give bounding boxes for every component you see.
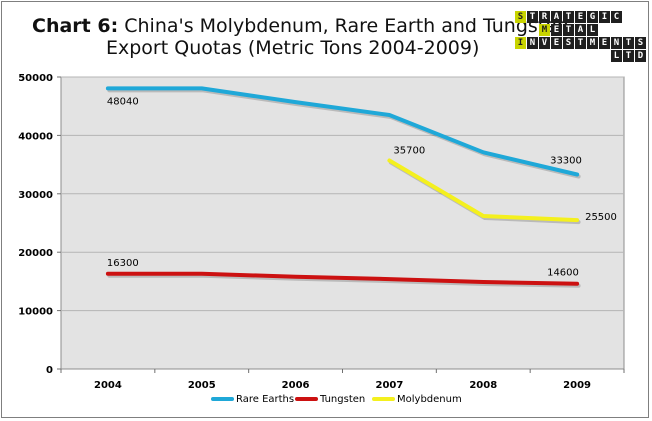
- logo-letter: T: [575, 37, 586, 49]
- logo-letter: R: [539, 11, 550, 23]
- logo-letter: T: [563, 24, 574, 36]
- plot-area: [60, 76, 625, 370]
- logo-letter: C: [611, 11, 622, 23]
- chart-title-line1: China's Molybdenum, Rare Earth and Tungs…: [118, 15, 569, 37]
- legend-label: Tungsten: [319, 394, 365, 405]
- y-tick-label: 30000: [18, 190, 53, 201]
- x-tick-label: 2005: [188, 380, 216, 391]
- chart-title: Chart 6: China's Molybdenum, Rare Earth …: [32, 15, 569, 59]
- x-tick-label: 2006: [282, 380, 310, 391]
- legend-label: Molybdenum: [397, 394, 462, 405]
- logo-letter: I: [599, 11, 610, 23]
- data-label: 14600: [547, 268, 579, 279]
- y-tick-label: 0: [46, 365, 53, 376]
- x-tick-label: 2004: [94, 380, 122, 391]
- logo-letter: D: [635, 50, 646, 62]
- data-label: 16300: [107, 258, 139, 269]
- series-line-tungsten: [105, 271, 580, 286]
- y-tick-label: 40000: [18, 131, 53, 142]
- logo-letter: G: [587, 11, 598, 23]
- legend-label: Rare Earths: [236, 394, 294, 405]
- logo-letter: S: [563, 37, 574, 49]
- logo-letter: E: [551, 37, 562, 49]
- y-tick-label: 10000: [18, 307, 53, 318]
- x-tick-label: 2009: [563, 380, 591, 391]
- logo-letter: S: [635, 37, 646, 49]
- logo-letter: I: [515, 37, 526, 49]
- logo-letter: N: [611, 37, 622, 49]
- chart-title-line2: Export Quotas (Metric Tons 2004-2009): [106, 37, 480, 59]
- logo-letter: V: [539, 37, 550, 49]
- x-tick-label: 2007: [375, 380, 403, 391]
- series-line-rare-earths: [105, 86, 580, 177]
- logo-letter: S: [515, 11, 526, 23]
- data-label: 35700: [393, 146, 425, 157]
- logo-letter: E: [599, 37, 610, 49]
- logo-letter: E: [575, 11, 586, 23]
- y-tick-label: 20000: [18, 248, 53, 259]
- chart-title-prefix: Chart 6:: [32, 15, 119, 37]
- series-line-molybdenum: [387, 158, 580, 223]
- logo-letter: M: [587, 37, 598, 49]
- logo-letter: T: [623, 37, 634, 49]
- x-tick-label: 2008: [469, 380, 497, 391]
- logo-letter: L: [587, 24, 598, 36]
- data-label: 48040: [107, 96, 139, 107]
- data-label: 25500: [585, 212, 617, 223]
- logo-letter: N: [527, 37, 538, 49]
- logo-letter: E: [551, 24, 562, 36]
- y-tick-label: 50000: [18, 73, 53, 84]
- data-label: 33300: [550, 156, 582, 167]
- logo-letter: T: [623, 50, 634, 62]
- logo-letter: A: [575, 24, 586, 36]
- logo-letter: A: [551, 11, 562, 23]
- logo-letter: M: [539, 24, 550, 36]
- logo-letter: L: [611, 50, 622, 62]
- logo-letter: T: [527, 11, 538, 23]
- logo-letter: T: [563, 11, 574, 23]
